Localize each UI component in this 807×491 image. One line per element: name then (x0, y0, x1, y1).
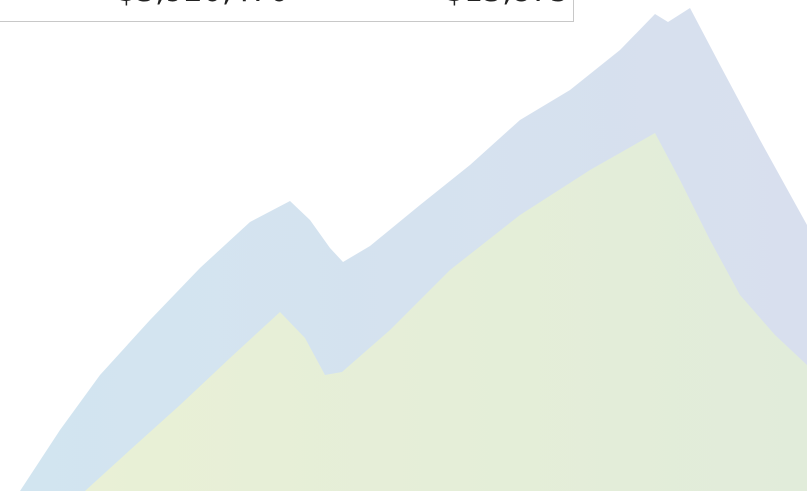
table-cell: $3,920,470 (117, 0, 289, 9)
green-area (85, 133, 807, 491)
table: $3,920,470 $13,875 (0, 0, 574, 22)
table-cell: $13,875 (445, 0, 569, 9)
